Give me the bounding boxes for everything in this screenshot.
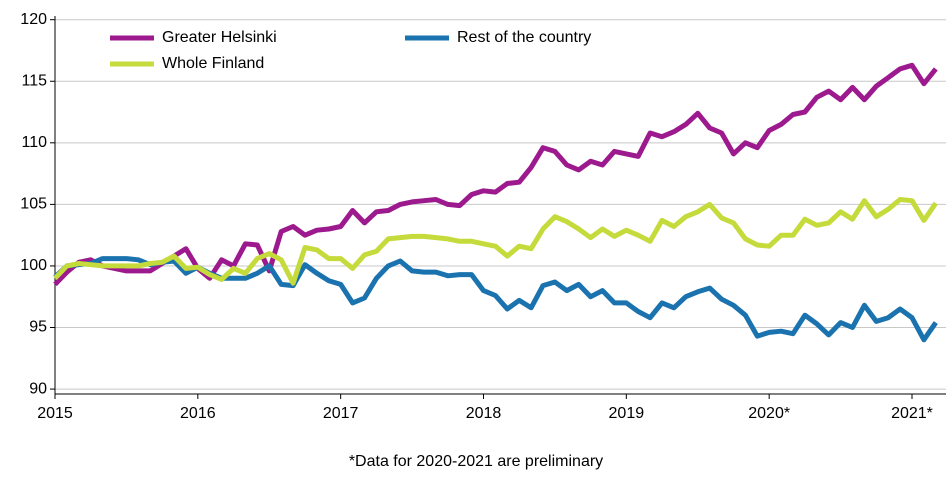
x-tick-label: 2021*	[891, 405, 933, 422]
x-tick-label: 2015	[37, 405, 73, 422]
y-tick-label: 110	[21, 134, 47, 151]
y-tick-label: 100	[20, 257, 47, 274]
legend-label: Rest of the country	[457, 29, 591, 46]
y-tick-label: 105	[20, 196, 47, 213]
footnote: *Data for 2020-2021 are preliminary	[349, 453, 603, 470]
y-tick-label: 90	[29, 380, 47, 397]
series-line	[53, 197, 938, 286]
x-tick-label: 2019	[609, 405, 645, 422]
y-tick-label: 120	[20, 11, 47, 28]
legend-label: Greater Helsinki	[162, 29, 277, 46]
x-tick-label: 2020*	[748, 405, 790, 422]
x-tick-label: 2018	[466, 405, 502, 422]
x-tick-label: 2016	[180, 405, 216, 422]
y-tick-label: 95	[29, 319, 47, 336]
series-line	[53, 62, 938, 287]
x-tick-label: 2017	[323, 405, 359, 422]
legend-label: Whole Finland	[162, 55, 264, 72]
y-tick-label: 115	[21, 72, 47, 89]
